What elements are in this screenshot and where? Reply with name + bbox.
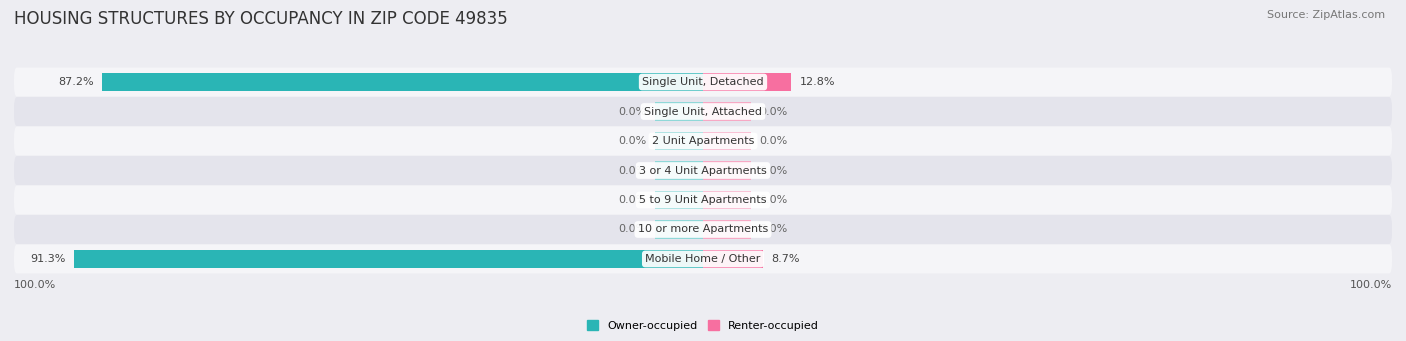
Bar [655, 220, 703, 239]
Bar [655, 191, 703, 209]
FancyBboxPatch shape [14, 186, 1392, 214]
Text: Single Unit, Detached: Single Unit, Detached [643, 77, 763, 87]
FancyBboxPatch shape [14, 97, 1392, 126]
Bar [75, 250, 703, 268]
Bar [703, 102, 751, 121]
Text: 12.8%: 12.8% [800, 77, 835, 87]
Text: HOUSING STRUCTURES BY OCCUPANCY IN ZIP CODE 49835: HOUSING STRUCTURES BY OCCUPANCY IN ZIP C… [14, 10, 508, 28]
Text: Source: ZipAtlas.com: Source: ZipAtlas.com [1267, 10, 1385, 20]
Bar [703, 73, 792, 91]
Text: 0.0%: 0.0% [759, 165, 787, 176]
Bar [703, 250, 763, 268]
Bar [103, 73, 703, 91]
Text: Single Unit, Attached: Single Unit, Attached [644, 106, 762, 117]
Bar [655, 102, 703, 121]
Text: 0.0%: 0.0% [619, 106, 647, 117]
Text: 10 or more Apartments: 10 or more Apartments [638, 224, 768, 235]
Text: 0.0%: 0.0% [619, 224, 647, 235]
FancyBboxPatch shape [14, 215, 1392, 244]
Text: 5 to 9 Unit Apartments: 5 to 9 Unit Apartments [640, 195, 766, 205]
Text: 0.0%: 0.0% [759, 195, 787, 205]
Text: 8.7%: 8.7% [772, 254, 800, 264]
Bar [703, 220, 751, 239]
Legend: Owner-occupied, Renter-occupied: Owner-occupied, Renter-occupied [582, 316, 824, 335]
Text: Mobile Home / Other: Mobile Home / Other [645, 254, 761, 264]
Bar [655, 161, 703, 180]
Text: 0.0%: 0.0% [619, 165, 647, 176]
Text: 0.0%: 0.0% [619, 195, 647, 205]
Bar [703, 191, 751, 209]
Text: 100.0%: 100.0% [1350, 280, 1392, 290]
FancyBboxPatch shape [14, 127, 1392, 155]
Text: 2 Unit Apartments: 2 Unit Apartments [652, 136, 754, 146]
Text: 0.0%: 0.0% [759, 136, 787, 146]
FancyBboxPatch shape [14, 68, 1392, 97]
Text: 0.0%: 0.0% [759, 224, 787, 235]
Text: 100.0%: 100.0% [14, 280, 56, 290]
Bar [655, 132, 703, 150]
Text: 0.0%: 0.0% [759, 106, 787, 117]
Bar [703, 161, 751, 180]
FancyBboxPatch shape [14, 156, 1392, 185]
Text: 87.2%: 87.2% [59, 77, 94, 87]
Text: 3 or 4 Unit Apartments: 3 or 4 Unit Apartments [640, 165, 766, 176]
FancyBboxPatch shape [14, 244, 1392, 273]
Text: 91.3%: 91.3% [31, 254, 66, 264]
Text: 0.0%: 0.0% [619, 136, 647, 146]
Bar [703, 132, 751, 150]
